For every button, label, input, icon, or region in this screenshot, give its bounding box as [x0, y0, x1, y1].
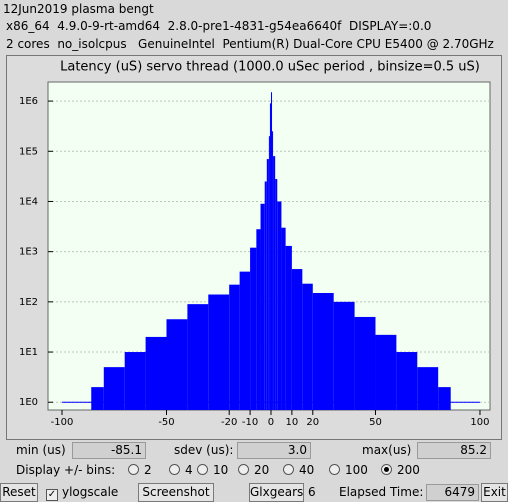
histogram-bar	[269, 103, 271, 410]
histogram-bar	[91, 387, 104, 410]
x-tick-label: -50	[158, 417, 174, 428]
radio-label: 20	[254, 463, 270, 477]
radio-dot[interactable]	[329, 464, 340, 475]
y-tick-label: 1E3	[19, 247, 38, 258]
x-tick-label: 10	[286, 417, 299, 428]
y-tick-label: 1E2	[19, 297, 38, 308]
histogram-bar	[285, 245, 292, 410]
radio-label: 200	[397, 463, 420, 477]
radio-dot[interactable]	[381, 464, 392, 475]
histogram-bar	[124, 352, 146, 410]
histogram-bar	[208, 294, 230, 410]
histogram-bar	[270, 92, 273, 410]
histogram-bar	[229, 284, 240, 410]
histogram-bar	[291, 269, 303, 410]
radio-dot[interactable]	[197, 464, 208, 475]
x-tick-label: 100	[470, 417, 489, 428]
y-tick-label: 1E5	[19, 146, 38, 157]
screenshot-button[interactable]: Screenshot	[138, 483, 214, 502]
chart-title: Latency (uS) servo thread (1000.0 uSec p…	[60, 60, 480, 75]
ylogscale-checkbox[interactable]: ✓ ylogscale	[46, 484, 118, 501]
radio-dot[interactable]	[238, 464, 249, 475]
x-tick-label: -10	[242, 417, 258, 428]
histogram-bar	[256, 229, 261, 410]
histogram-bar	[145, 336, 167, 410]
elapsed-value: 6479	[426, 484, 479, 501]
bins-radio[interactable]: 100	[329, 462, 368, 478]
bins-radio[interactable]: 10	[197, 462, 228, 478]
bins-radio[interactable]: 4	[169, 462, 193, 478]
histogram-bar	[250, 247, 257, 410]
bins-radio[interactable]: 2	[128, 462, 152, 478]
y-tick-label: 1E4	[19, 196, 38, 207]
histogram-bar	[266, 159, 269, 410]
radio-label: 2	[144, 463, 152, 477]
max-label: max(us)	[362, 443, 412, 457]
min-label: min (us)	[16, 443, 66, 457]
y-tick-label: 1E1	[19, 347, 38, 358]
radio-label: 100	[345, 463, 368, 477]
histogram-bar	[277, 201, 282, 410]
bins-radio[interactable]: 20	[238, 462, 269, 478]
elapsed-label: Elapsed Time:	[339, 485, 424, 499]
ylogscale-label: ylogscale	[62, 485, 119, 499]
histogram-bar	[166, 319, 188, 410]
max-value: 85.2	[417, 442, 491, 459]
radio-label: 10	[213, 463, 229, 477]
histogram-bar	[273, 156, 276, 410]
reset-button[interactable]: Reset	[0, 483, 38, 502]
histogram-bar	[272, 131, 274, 410]
min-value: -85.1	[72, 442, 146, 459]
header-line: 12Jun2019 plasma bengt	[3, 2, 154, 16]
header-line: x86_64 4.9.0-9-rt-amd64 2.8.0-pre1-4831-…	[6, 19, 432, 33]
histogram-bar	[239, 271, 251, 410]
glxgears-count: 6	[308, 485, 316, 499]
x-tick-label: -20	[221, 417, 237, 428]
radio-label: 40	[299, 463, 315, 477]
radio-dot[interactable]	[169, 464, 180, 475]
bins-label: Display +/- bins:	[16, 463, 116, 477]
histogram-bar	[417, 367, 439, 410]
histogram-bar	[396, 352, 418, 410]
histogram-bar	[333, 301, 355, 410]
header-line: 2 cores no_isolcpus GenuineIntel Pentium…	[6, 37, 494, 51]
x-tick-label: 50	[369, 417, 382, 428]
histogram-bar	[302, 283, 313, 410]
histogram-bar	[268, 136, 270, 410]
glxgears-button[interactable]: Glxgears	[249, 483, 304, 502]
exit-button[interactable]: Exit	[481, 483, 508, 502]
histogram-bar	[187, 304, 209, 410]
histogram-bar	[260, 203, 265, 410]
bins-radio[interactable]: 200	[381, 462, 420, 478]
radio-label: 4	[185, 463, 193, 477]
x-tick-label: -100	[51, 417, 74, 428]
y-tick-label: 1E0	[19, 397, 38, 408]
checkbox-box[interactable]: ✓	[46, 489, 58, 501]
chart: Latency (uS) servo thread (1000.0 uSec p…	[6, 55, 502, 440]
histogram-bar	[264, 181, 267, 410]
sdev-value: 3.0	[237, 442, 311, 459]
histogram-bar	[375, 334, 397, 410]
x-tick-label: 20	[306, 417, 319, 428]
y-tick-label: 1E6	[19, 96, 38, 107]
histogram-bar	[354, 316, 376, 410]
bins-radio[interactable]: 40	[283, 462, 314, 478]
sdev-label: sdev (us):	[174, 443, 234, 457]
histogram-bar	[275, 179, 278, 410]
radio-dot[interactable]	[128, 464, 139, 475]
radio-dot[interactable]	[283, 464, 294, 475]
x-tick-label: 0	[268, 417, 274, 428]
histogram-bar	[438, 387, 451, 410]
histogram-bar	[281, 227, 286, 410]
histogram-bar	[103, 367, 125, 410]
histogram-bar	[312, 293, 334, 410]
